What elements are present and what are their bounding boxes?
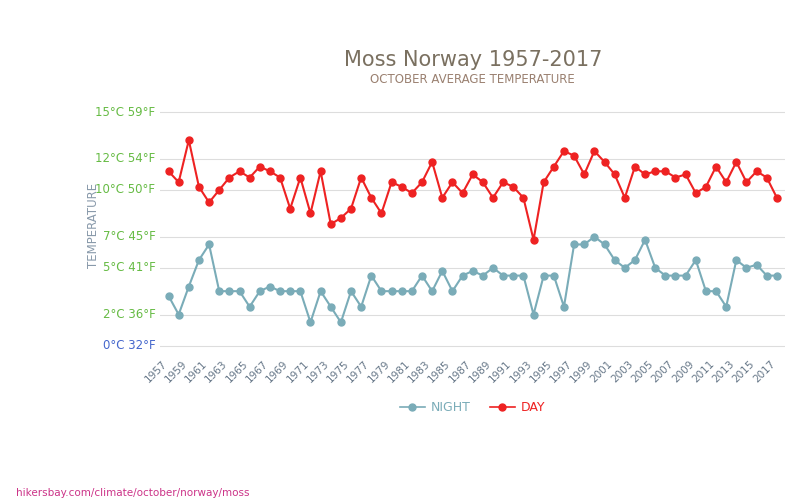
Text: 10°C 50°F: 10°C 50°F (95, 184, 155, 196)
Text: hikersbay.com/climate/october/norway/moss: hikersbay.com/climate/october/norway/mos… (16, 488, 250, 498)
Text: 15°C 59°F: 15°C 59°F (95, 106, 155, 118)
Text: OCTOBER AVERAGE TEMPERATURE: OCTOBER AVERAGE TEMPERATURE (370, 74, 575, 86)
NIGHT (498, 272, 508, 278)
Legend: NIGHT, DAY: NIGHT, DAY (395, 396, 550, 419)
DAY (316, 168, 326, 174)
DAY (772, 195, 782, 201)
NIGHT (711, 288, 721, 294)
NIGHT (286, 288, 295, 294)
Text: 2°C 36°F: 2°C 36°F (102, 308, 155, 321)
DAY (529, 237, 538, 243)
Text: 7°C 45°F: 7°C 45°F (102, 230, 155, 243)
DAY (386, 179, 396, 185)
NIGHT (316, 288, 326, 294)
Y-axis label: TEMPERATURE: TEMPERATURE (87, 182, 100, 268)
Line: DAY: DAY (165, 136, 780, 244)
NIGHT (772, 272, 782, 278)
NIGHT (590, 234, 599, 239)
DAY (295, 174, 305, 180)
Line: NIGHT: NIGHT (165, 233, 780, 326)
DAY (184, 137, 194, 143)
Text: 5°C 41°F: 5°C 41°F (102, 262, 155, 274)
Text: 0°C 32°F: 0°C 32°F (102, 339, 155, 352)
DAY (498, 179, 508, 185)
NIGHT (386, 288, 396, 294)
NIGHT (164, 293, 174, 299)
Text: 12°C 54°F: 12°C 54°F (95, 152, 155, 166)
DAY (711, 164, 721, 170)
NIGHT (306, 320, 315, 326)
NIGHT (539, 272, 549, 278)
DAY (164, 168, 174, 174)
DAY (549, 164, 558, 170)
Title: Moss Norway 1957-2017: Moss Norway 1957-2017 (343, 50, 602, 70)
